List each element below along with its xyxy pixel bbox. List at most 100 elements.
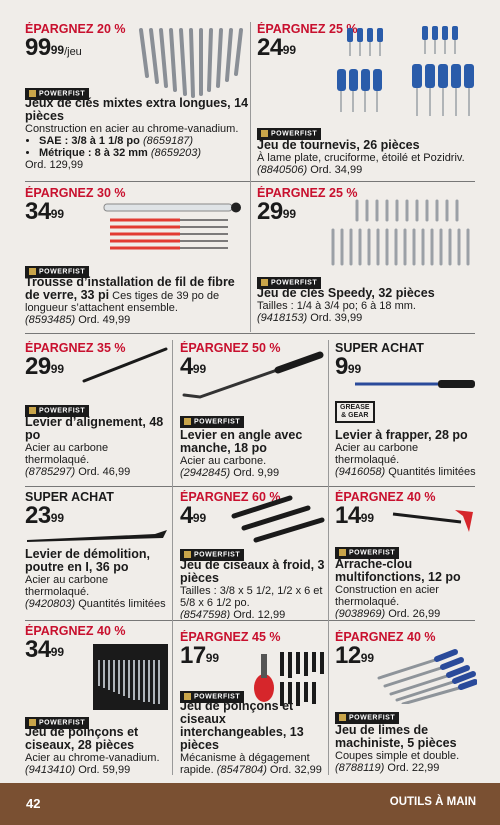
product-title: Levier à frapper, 28 po <box>335 428 468 442</box>
product-angled-bar[interactable]: ÉPARGNEZ 50 % 499 POWERFIST Levier en an… <box>180 341 326 485</box>
brand-logo: POWERFIST <box>25 399 90 417</box>
saving-badge: ÉPARGNEZ 50 % <box>180 341 281 355</box>
product-title: Jeux de clés mixtes extra longues, 14 pi… <box>25 96 249 123</box>
price: 999 <box>335 353 362 380</box>
product-title: Jeu de ciseaux à froid, 3 pièces <box>180 558 325 585</box>
brand-logo: POWERFIST <box>257 271 322 289</box>
product-fish-tape-kit[interactable]: ÉPARGNEZ 30 % 3499 POWERFIST Trousse d’i… <box>25 186 250 332</box>
screwdriver-set-icon <box>337 26 474 116</box>
section-title: OUTILS À MAIN <box>389 796 476 808</box>
product-description: Construction en acier thermolaqué. <box>335 584 439 608</box>
price: 2999 <box>25 353 65 380</box>
divider <box>25 620 475 621</box>
product-description: Acier au carbone thermolaqué. <box>335 442 419 466</box>
brand-logo: POWERFIST <box>25 260 90 278</box>
sku-line: (9413410) Ord. 59,99 <box>25 764 131 776</box>
sku-line: (8840506) Ord. 34,99 <box>257 164 363 176</box>
product-alignment-bar[interactable]: ÉPARGNEZ 35 % 2999 POWERFIST Levier d’al… <box>25 341 170 485</box>
product-description: Coupes simple et double. <box>335 750 460 762</box>
brand-logo: POWERFIST <box>180 410 245 428</box>
product-description: Tailles : 1/4 à 3/4 po; 6 à 18 mm. <box>257 300 416 312</box>
saving-badge: SUPER ACHAT <box>335 341 424 355</box>
striking-bar-icon <box>355 380 475 388</box>
divider <box>25 486 475 487</box>
divider <box>328 340 329 775</box>
chisel-set-icon <box>231 495 325 543</box>
variant-list: SAE : 3/8 à 1 1/8 po (8659187) Métrique … <box>25 135 250 159</box>
product-description: Tailles : 3/8 x 5 1/2, 1/2 x 6 et 5/8 x … <box>180 585 323 609</box>
product-wrench-set[interactable]: ÉPARGNEZ 20 % 9999/jeu POWERFIST Jeux de… <box>25 22 250 180</box>
product-speedy-wrench-set[interactable]: ÉPARGNEZ 25 % 2999 POWERFIST Jeu de clés… <box>257 186 477 332</box>
product-punch-chisel-set[interactable]: ÉPARGNEZ 40 % 3499 POWERFIST Jeu de poin… <box>25 624 170 779</box>
saving-badge: ÉPARGNEZ 40 % <box>25 624 126 638</box>
punch-chisel-set-icon <box>254 652 324 706</box>
sku-line: (8785297) Ord. 46,99 <box>25 466 131 478</box>
price: 1799 <box>180 642 220 669</box>
product-title: Jeu de poinçons et ciseaux, 28 pièces <box>25 725 139 752</box>
divider <box>250 22 251 332</box>
product-title: Arrache-clou multifonctions, 12 po <box>335 557 461 584</box>
page-footer: 42 OUTILS À MAIN <box>0 783 500 825</box>
product-interchangeable-punch-set[interactable]: ÉPARGNEZ 45 % 1799 POWERFIST Jeu de poin… <box>180 630 326 779</box>
price: 2399 <box>25 502 65 529</box>
sku-line: (8547598) Ord. 12,99 <box>180 609 286 619</box>
product-title: Jeu de clés Speedy, 32 pièces <box>257 286 435 300</box>
product-title: Levier en angle avec manche, 18 po <box>180 428 303 455</box>
sku-line: (8788119) Ord. 22,99 <box>335 762 440 774</box>
sku-line: (9420803) Quantités limitées <box>25 598 166 610</box>
product-description: Acier au carbone thermolaqué. <box>25 574 109 598</box>
brand-logo: POWERFIST <box>180 543 245 561</box>
demolition-bar-icon <box>27 530 167 542</box>
sku-line: (9418153) Ord. 39,99 <box>257 312 363 324</box>
saving-badge: ÉPARGNEZ 25 % <box>257 186 358 200</box>
product-screwdriver-set[interactable]: ÉPARGNEZ 25 % 2499 POWERFIST Jeu de tour… <box>257 22 477 180</box>
divider <box>172 340 173 775</box>
sku-line: (8593485) Ord. 49,99 <box>25 314 131 326</box>
saving-badge: ÉPARGNEZ 35 % <box>25 341 126 355</box>
saving-badge: ÉPARGNEZ 30 % <box>25 186 126 200</box>
price: 2499 <box>257 34 297 61</box>
product-demolition-bar[interactable]: SUPER ACHAT 2399 Levier de démolition, p… <box>25 490 170 619</box>
brand-logo: GREASE & GEAR <box>335 401 375 423</box>
product-title: Levier de démolition, poutre en I, 36 po <box>25 547 151 574</box>
product-machinist-file-set[interactable]: ÉPARGNEZ 40 % 1299 POWERFIST Jeu de lime… <box>335 630 477 779</box>
price: 499 <box>180 502 207 529</box>
product-title: Jeu de tournevis, 26 pièces <box>257 138 420 152</box>
product-title: Levier d’alignement, 48 po <box>25 415 164 442</box>
product-description: À lame plate, cruciforme, étoilé et Pozi… <box>257 152 465 164</box>
product-description: Acier au carbone thermolaqué. <box>25 442 109 466</box>
variant-item: Métrique : 8 à 32 mm (8659203) <box>39 147 250 159</box>
product-cold-chisel-set[interactable]: ÉPARGNEZ 60 % 499 POWERFIST Jeu de cisea… <box>180 490 326 619</box>
saving-badge: SUPER ACHAT <box>25 490 114 504</box>
page-number: 42 <box>26 796 41 811</box>
regular-price: Ord. 129,99 <box>25 159 84 171</box>
price: 2999 <box>257 198 297 225</box>
wrench-set-icon <box>331 199 470 266</box>
product-description: Construction en acier au chrome-vanadium… <box>25 123 239 135</box>
product-striking-bar[interactable]: SUPER ACHAT 999 GREASE & GEAR Levier à fr… <box>335 341 477 485</box>
price: 3499 <box>25 636 65 663</box>
sku-line: (2942845) Ord. 9,99 <box>180 467 280 479</box>
price: 499 <box>180 353 207 380</box>
nail-puller-icon <box>392 510 473 532</box>
brand-logo: POWERFIST <box>257 122 322 140</box>
pry-bar-icon <box>82 347 168 383</box>
fiberglass-rod-kit-icon <box>103 202 241 250</box>
price: 9999/jeu <box>25 34 82 61</box>
sku-line: (9038969) Ord. 26,99 <box>335 608 441 619</box>
price: 1499 <box>335 502 375 529</box>
product-info: Trousse d’installation de fil de fibre d… <box>25 275 235 315</box>
saving-badge: ÉPARGNEZ 40 % <box>335 490 436 504</box>
wrench-set-icon <box>139 28 243 98</box>
variant-item: SAE : 3/8 à 1 1/8 po (8659187) <box>39 135 250 147</box>
product-nail-puller[interactable]: ÉPARGNEZ 40 % 1499 POWERFIST Arrache-clo… <box>335 490 477 619</box>
saving-badge: ÉPARGNEZ 25 % <box>257 22 358 36</box>
brand-logo: POWERFIST <box>25 82 90 100</box>
saving-badge: ÉPARGNEZ 20 % <box>25 22 126 36</box>
saving-badge: ÉPARGNEZ 40 % <box>335 630 436 644</box>
sku-line: (9416058) Quantités limitées <box>335 466 476 478</box>
angled-pry-bar-icon <box>182 351 324 399</box>
brand-logo: POWERFIST <box>180 685 245 703</box>
punch-set-pouch-icon <box>93 644 168 710</box>
price: 3499 <box>25 198 65 225</box>
